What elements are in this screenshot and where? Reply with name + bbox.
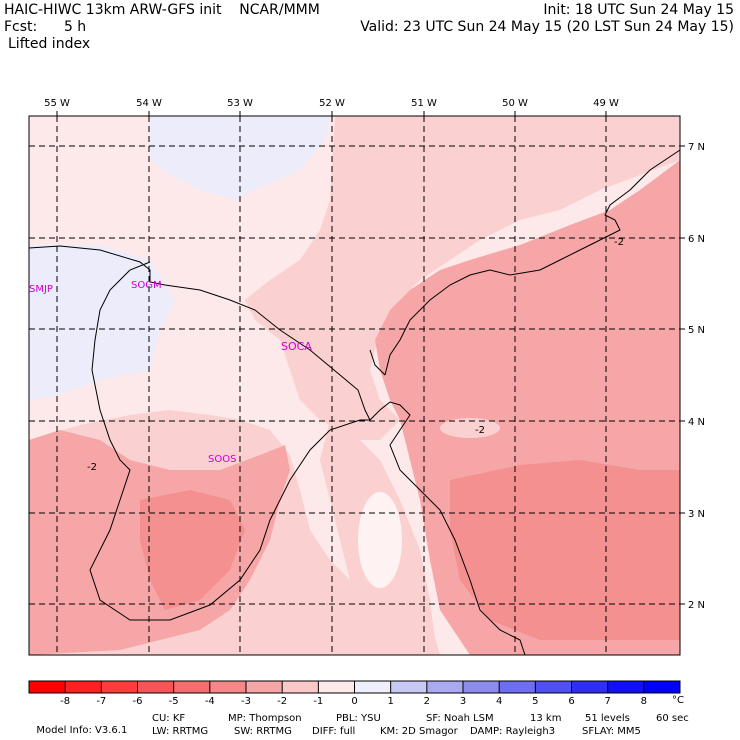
field-fill-positive-west	[29, 245, 175, 400]
lon-label: 51 W	[411, 98, 437, 109]
colorbar-segment	[318, 681, 355, 693]
lat-label: 6 N	[688, 234, 705, 245]
footer-item: DIFF: full	[312, 726, 356, 737]
graticule	[29, 116, 680, 655]
colorbar-segment	[390, 681, 428, 693]
footer-item: Model Info: V3.6.1	[36, 725, 128, 736]
lon-label: 52 W	[319, 98, 345, 109]
lon-label: 49 W	[593, 98, 619, 109]
footer-item: SW: RRTMG	[234, 726, 292, 737]
contour-label: -2	[87, 462, 97, 473]
colorbar-tick-label: -5	[169, 696, 179, 707]
lat-label: 7 N	[688, 142, 705, 153]
colorbar-ticks: -8 -7 -6 -5 -4 -3 -2 -1 0 1 2 3 4 5 6 7 8	[60, 696, 647, 707]
lon-label: 50 W	[502, 98, 528, 109]
colorbar-segment	[246, 681, 283, 693]
colorbar-tick-label: 8	[641, 696, 647, 707]
station-label: SOOS	[208, 454, 236, 465]
field-fill-light-band	[245, 116, 680, 440]
colorbar-segment	[535, 681, 572, 693]
colorbar-tick-label: 2	[424, 696, 430, 707]
country-borders	[89, 261, 370, 621]
colorbar-segment	[209, 681, 247, 693]
field-fill-medium-east	[450, 460, 680, 640]
footer-item: DAMP: Rayleigh3	[470, 726, 556, 737]
footer-item: MP: Thompson	[228, 713, 302, 724]
colorbar-tick-label: 4	[496, 696, 502, 707]
footer-item: 51 levels	[585, 713, 630, 724]
station-label: SOGM	[131, 280, 162, 291]
colorbar-tick-label: 5	[532, 696, 538, 707]
colorbar-segment	[282, 681, 319, 693]
lon-label: 55 W	[44, 98, 70, 109]
footer-item: 13 km	[530, 713, 562, 724]
footer-item: 60 sec	[656, 713, 689, 724]
latitude-ticks	[680, 145, 685, 605]
colorbar-tick-label: -8	[60, 696, 70, 707]
colorbar-tick-label: 1	[387, 696, 393, 707]
colorbar	[28, 680, 681, 694]
colorbar-tick-label: 3	[460, 696, 466, 707]
header-valid-time: Valid: 23 UTC Sun 24 May 15 (20 LST Sun …	[360, 19, 734, 35]
contour-label: -2	[614, 237, 624, 248]
colorbar-segment	[499, 681, 536, 693]
colorbar-tick-label: -4	[205, 696, 215, 707]
field-fill-medium-west	[140, 490, 245, 610]
lat-label: 2 N	[688, 600, 705, 611]
colorbar-segment	[463, 681, 500, 693]
lon-label: 53 W	[227, 98, 253, 109]
latitude-labels: 7 N 6 N 5 N 4 N 3 N 2 N	[688, 142, 705, 611]
footer-item: SF: Noah LSM	[426, 713, 494, 724]
colorbar-unit: °C	[672, 695, 684, 706]
colorbar-tick-label: 0	[351, 696, 357, 707]
colorbar-tick-label: -2	[277, 696, 287, 707]
map-frame	[28, 115, 681, 656]
colorbar-tick-label: -6	[133, 696, 143, 707]
lat-label: 4 N	[688, 417, 705, 428]
lat-label: 5 N	[688, 325, 705, 336]
colorbar-segment	[101, 681, 138, 693]
colorbar-segment	[607, 681, 645, 693]
header-forecast-hour: Fcst: 5 h	[4, 19, 87, 35]
colorbar-segment	[643, 681, 681, 693]
station-label: SOCA	[281, 340, 312, 353]
field-fill-coast-patch	[440, 418, 500, 438]
longitude-labels: 55 W 54 W 53 W 52 W 51 W 50 W 49 W	[44, 98, 619, 109]
field-fill-local-max	[358, 492, 402, 588]
lon-label: 54 W	[136, 98, 162, 109]
header-title: HAIC-HIWC 13km ARW-GFS init NCAR/MMM	[4, 2, 320, 18]
colorbar-tick-label: -3	[241, 696, 251, 707]
lat-label: 3 N	[688, 509, 705, 520]
colorbar-tick-label: 6	[568, 696, 574, 707]
header-field-name: Lifted index	[8, 36, 91, 52]
colorbar-segment	[137, 681, 175, 693]
contour-label: -2	[475, 425, 485, 436]
footer-model-info: Model Info: V3.6.1	[30, 713, 127, 737]
header-init-time: Init: 18 UTC Sun 24 May 15	[543, 2, 734, 18]
colorbar-segment	[571, 681, 609, 693]
colorbar-segment	[173, 681, 211, 693]
colorbar-tick-label: -1	[313, 696, 323, 707]
colorbar-segment	[65, 681, 102, 693]
colorbar-tick-label: 7	[604, 696, 610, 707]
longitude-ticks	[56, 111, 607, 116]
footer-item: LW: RRTMG	[152, 726, 209, 737]
footer-item: KM: 2D Smagor	[380, 726, 458, 737]
footer-item: SFLAY: MM5	[582, 726, 641, 737]
station-label: SMJP	[29, 284, 53, 295]
colorbar-segment	[426, 681, 464, 693]
footer-item: CU: KF	[152, 713, 186, 724]
colorbar-segment	[29, 681, 66, 693]
footer-item: PBL: YSU	[336, 713, 381, 724]
colorbar-segment	[354, 681, 392, 693]
colorbar-tick-label: -7	[96, 696, 106, 707]
